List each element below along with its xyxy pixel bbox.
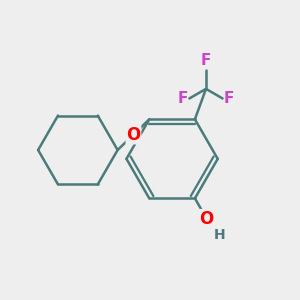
Text: F: F	[178, 91, 188, 106]
Text: O: O	[200, 210, 214, 228]
Text: F: F	[201, 53, 211, 68]
Text: F: F	[224, 91, 234, 106]
Text: O: O	[126, 126, 141, 144]
Text: H: H	[214, 228, 226, 242]
